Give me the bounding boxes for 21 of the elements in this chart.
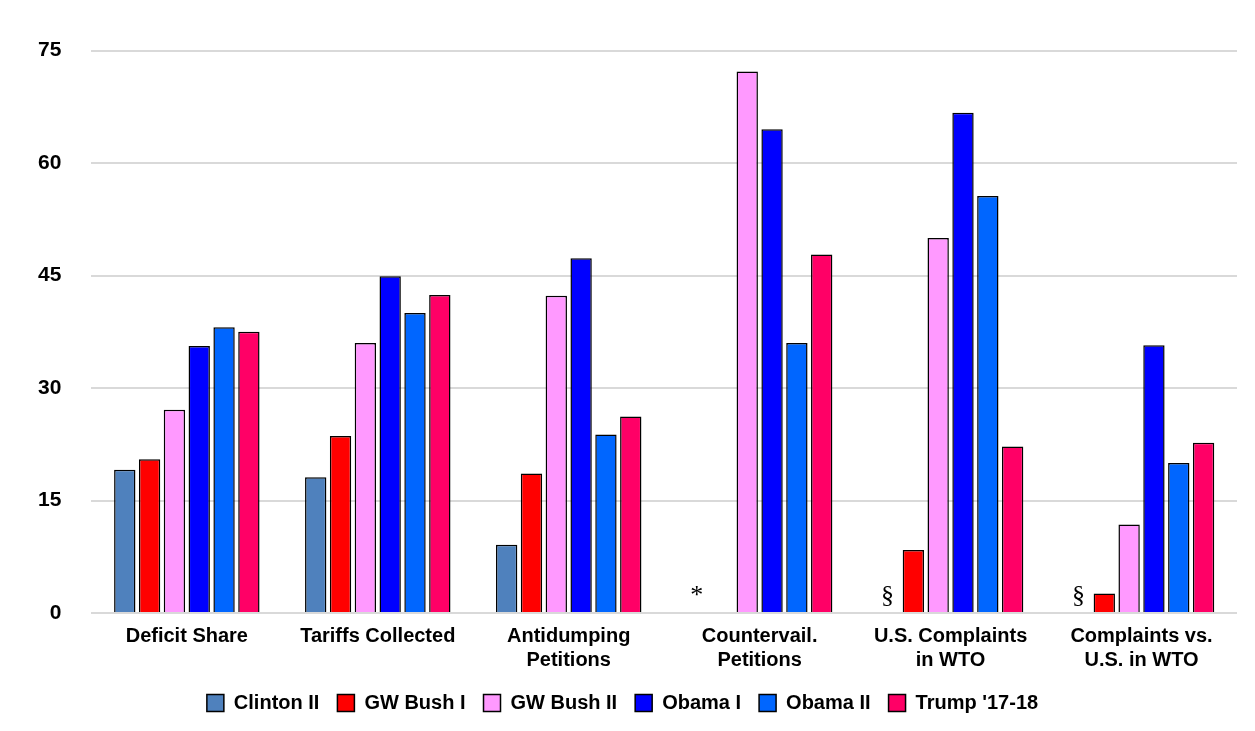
legend-label: Trump '17-18 [915, 690, 1039, 713]
annotation: § [881, 579, 895, 609]
y-tick-label: 30 [38, 374, 62, 398]
x-tick-label: Countervail. Petitions [701, 623, 818, 670]
legend-label: GW Bush I [364, 690, 466, 713]
legend-label: GW Bush II [510, 690, 618, 713]
y-tick-label: 45 [38, 262, 62, 286]
x-tick-label: Antidumping Petitions [507, 623, 631, 670]
annotation: * [690, 579, 704, 609]
annotation: § [1072, 579, 1086, 609]
x-tick-label: U.S. Complaints in WTO [873, 623, 1028, 670]
legend-label: Obama I [662, 690, 742, 713]
legend-label: Clinton II [233, 690, 320, 713]
x-tick-label: Tariffs Collected [300, 623, 456, 646]
x-tick-label: Deficit Share [125, 623, 248, 646]
y-tick-label: 75 [38, 37, 62, 61]
y-tick-label: 0 [49, 599, 62, 623]
y-tick-label: 60 [38, 149, 62, 173]
x-tick-label: Complaints vs. U.S. in WTO [1070, 623, 1213, 670]
y-tick-label: 15 [38, 487, 62, 511]
legend-label: Obama II [786, 690, 871, 713]
